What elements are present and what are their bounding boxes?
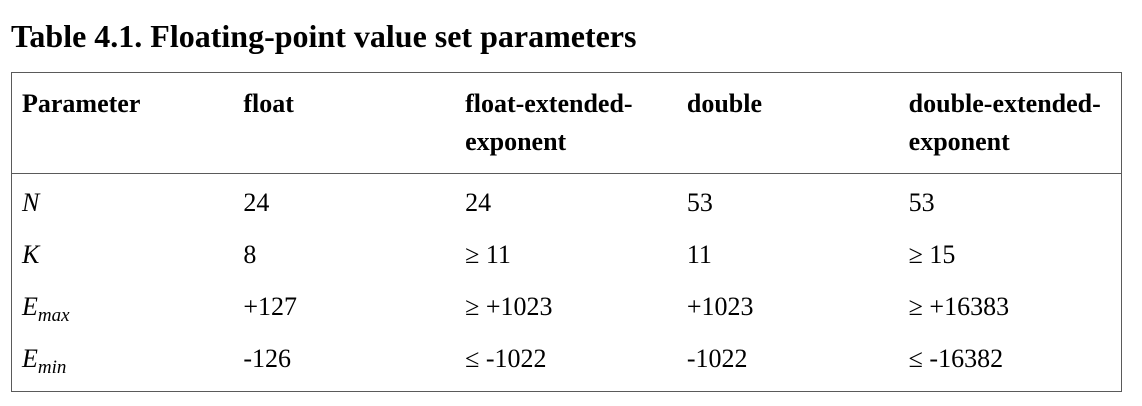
value-cell: 53	[908, 188, 935, 217]
value-cell: 8	[243, 240, 257, 269]
table-row: K 8 ≥ 11 11 ≥ 15	[12, 231, 1122, 283]
value-cell: 11	[686, 240, 712, 269]
header-float-extended-exponent: float-extended-exponent	[455, 72, 677, 174]
table-row: N 24 24 53 53	[12, 174, 1122, 232]
param-symbol: Emin	[22, 344, 67, 378]
value-cell: -126	[243, 344, 292, 373]
param-cell: Emin	[12, 335, 234, 392]
parameters-table: Parameter float float-extended-exponent …	[11, 72, 1122, 392]
value-cell: 24	[243, 188, 270, 217]
param-cell: N	[12, 174, 234, 232]
header-double-extended-exponent: double-extended-exponent	[898, 72, 1122, 174]
value-cell: +127	[243, 292, 298, 321]
table-row: Emax +127 ≥ +1023 +1023 ≥ +16383	[12, 283, 1122, 335]
value-cell: ≤ -1022	[465, 344, 547, 373]
param-cell: Emax	[12, 283, 234, 335]
value-cell: ≥ +16383	[908, 292, 1010, 321]
value-cell: -1022	[686, 344, 748, 373]
header-parameter: Parameter	[11, 72, 234, 174]
header-float: float	[233, 72, 456, 174]
value-cell: ≥ +1023	[465, 292, 553, 321]
header-row: Parameter float float-extended-exponent …	[11, 72, 1122, 174]
value-cell: +1023	[686, 292, 754, 321]
value-cell: ≥ 15	[908, 240, 956, 269]
param-cell: K	[12, 231, 234, 283]
value-cell: 24	[465, 188, 492, 217]
param-symbol: K	[22, 240, 40, 269]
value-cell: 53	[686, 188, 713, 217]
param-symbol: N	[22, 188, 40, 217]
header-double: double	[676, 72, 899, 174]
table-row: Emin -126 ≤ -1022 -1022 ≤ -16382	[12, 335, 1122, 392]
table-caption: Table 4.1. Floating-point value set para…	[11, 18, 637, 54]
value-cell: ≥ 11	[465, 240, 511, 269]
value-cell: ≤ -16382	[908, 344, 1004, 373]
param-symbol: Emax	[22, 292, 70, 326]
